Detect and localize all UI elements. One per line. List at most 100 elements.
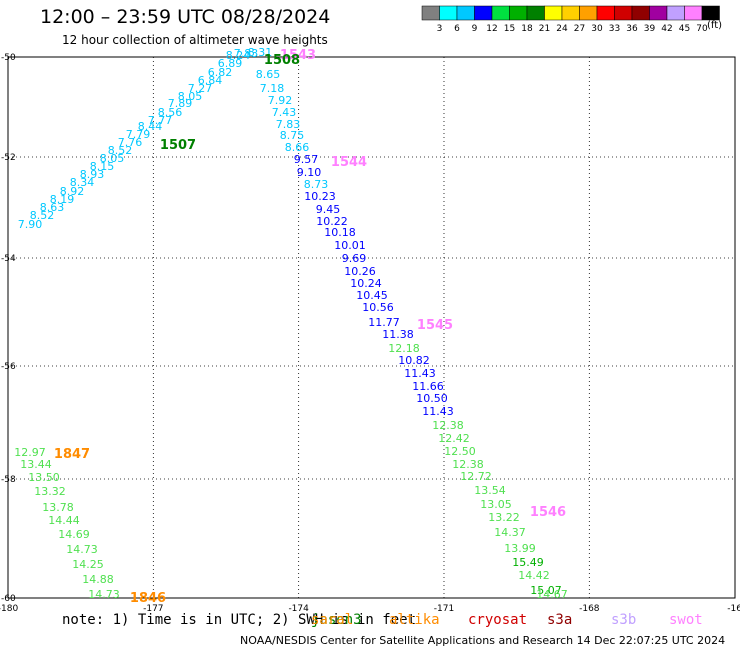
longitude-tick-label: -16	[727, 604, 740, 614]
colorbar-swatch	[701, 5, 720, 21]
legend-item-swot: swot	[669, 612, 703, 628]
swh-value-label: 6.84	[198, 74, 223, 87]
swh-value-label: 12.42	[438, 432, 470, 445]
swh-value-label: 7.90	[18, 218, 43, 231]
footnote: note: 1) Time is in UTC; 2) SWH is in fe…	[62, 612, 417, 628]
colorbar-label: 42	[661, 24, 672, 34]
latitude-tick-label: -56	[1, 362, 16, 372]
track-label: 1846	[130, 591, 166, 606]
swh-value-label: 10.22	[316, 215, 348, 228]
colorbar-label: 3	[437, 24, 443, 34]
swh-value-label: 10.26	[344, 265, 376, 278]
swh-value-label: 7.89	[168, 97, 193, 110]
swh-value-label: 8.65	[256, 68, 281, 81]
colorbar-label: 21	[539, 24, 550, 34]
swh-value-label: 15.07	[530, 584, 562, 597]
latitude-tick-label: -60	[1, 594, 16, 604]
colorbar-label: 9	[472, 24, 478, 34]
swh-value-label: 9.45	[316, 203, 341, 216]
swh-value-label: 8.93	[80, 168, 105, 181]
legend-item-s3a: s3a	[547, 612, 573, 628]
swh-value-label: 7.27	[188, 82, 213, 95]
colorbar-label: 30	[591, 24, 603, 34]
swh-value-label: 8.05	[100, 152, 125, 165]
legend-item-cryosat: cryosat	[468, 612, 528, 628]
swh-value-label: 10.23	[304, 190, 336, 203]
swh-value-label: 7.76	[118, 136, 143, 149]
colorbar-label: 24	[556, 24, 568, 34]
swh-value-label: 14.37	[494, 526, 526, 539]
swh-value-label: 7.43	[272, 106, 297, 119]
swh-value-label: 7.83	[276, 118, 301, 131]
legend-item-saral: saral	[311, 612, 354, 628]
longitude-tick-label: -174	[288, 604, 309, 614]
swh-value-label: 6.82	[208, 66, 233, 79]
swh-value-label: 8.24	[226, 49, 251, 62]
longitude-tick-label: -168	[579, 604, 600, 614]
latitude-tick-label: -58	[1, 475, 16, 485]
swh-value-label: 12.97	[14, 446, 46, 459]
swh-value-label: 10.56	[362, 301, 394, 314]
track-label: 1507	[160, 138, 196, 153]
latitude-tick-label: -50	[1, 53, 16, 63]
track-label: 1508	[264, 53, 300, 68]
legend-item-altika: altika	[389, 612, 440, 628]
longitude-tick-label: -171	[434, 604, 454, 614]
swh-value-label: 14.44	[48, 514, 80, 527]
swh-value-label: 8.92	[60, 185, 85, 198]
swh-value-label: 12.18	[388, 342, 420, 355]
swh-value-label: 11.77	[368, 316, 400, 329]
longitude-tick-label: -180	[0, 604, 18, 614]
colorbar-label: 6	[454, 24, 460, 34]
swh-value-label: 8.63	[40, 201, 65, 214]
track-label: 1847	[54, 447, 90, 462]
track-label: 1545	[417, 318, 453, 333]
swh-value-label: 9.57	[294, 153, 319, 166]
legend-item-s3b: s3b	[611, 612, 637, 628]
track-label: 1544	[331, 155, 367, 170]
swh-value-label: 14.88	[82, 573, 114, 586]
swh-value-label: 7.79	[126, 128, 151, 141]
swh-value-label: 11.43	[404, 367, 436, 380]
swh-value-label: 8.34	[70, 176, 95, 189]
colorbar-label: 33	[609, 24, 620, 34]
map-ticks: -180 -177 -174 -171 -168 -16 -50 -52 -54 -56 -58 -6…	[0, 53, 740, 614]
swh-value-label: 7.18	[260, 82, 285, 95]
longitude-tick-label: -177	[143, 604, 163, 614]
colorbar-label: 27	[574, 24, 585, 34]
swh-value-label: 7.92	[268, 94, 293, 107]
swh-value-label: 12.38	[452, 458, 484, 471]
swh-value-label: 13.44	[20, 458, 52, 471]
swh-value-label: 8.52	[108, 144, 133, 157]
swh-value-label: 10.18	[324, 226, 356, 239]
swh-value-label: 7.83	[234, 47, 259, 60]
map-frame	[7, 56, 736, 599]
swh-value-label: 7.77	[148, 114, 173, 127]
swh-value-label: 13.78	[42, 501, 74, 514]
swh-value-label: 13.99	[504, 542, 536, 555]
swh-value-label: 10.01	[334, 239, 366, 252]
swh-value-label: 10.82	[398, 354, 430, 367]
swh-value-label: 14.42	[518, 569, 550, 582]
swh-value-label: 8.19	[50, 193, 75, 206]
latitude-tick-label: -54	[1, 254, 16, 264]
swh-value-label: 14.73	[88, 588, 120, 601]
colorbar-label: 12	[486, 24, 497, 34]
colorbar-label: 15	[504, 24, 515, 34]
swh-value-label: 14.73	[66, 543, 98, 556]
swh-value-label: 8.15	[90, 160, 115, 173]
map-subtitle: 12 hour collection of altimeter wave hei…	[62, 33, 328, 47]
swh-value-label: 13.50	[28, 471, 60, 484]
swh-value-label: 8.05	[178, 90, 203, 103]
colorbar-label: 45	[679, 24, 690, 34]
swh-value-label: 8.66	[285, 141, 310, 154]
colorbar-units: (ft)	[707, 20, 723, 31]
swh-value-label: 14.69	[58, 528, 90, 541]
swh-value-label: 13.32	[34, 485, 66, 498]
swh-value-label: 10.45	[356, 289, 388, 302]
colorbar-label: 18	[521, 24, 533, 34]
swh-value-label: 11.66	[412, 380, 444, 393]
swh-value-label: 14.25	[72, 558, 104, 571]
track-label: 1546	[530, 505, 566, 520]
